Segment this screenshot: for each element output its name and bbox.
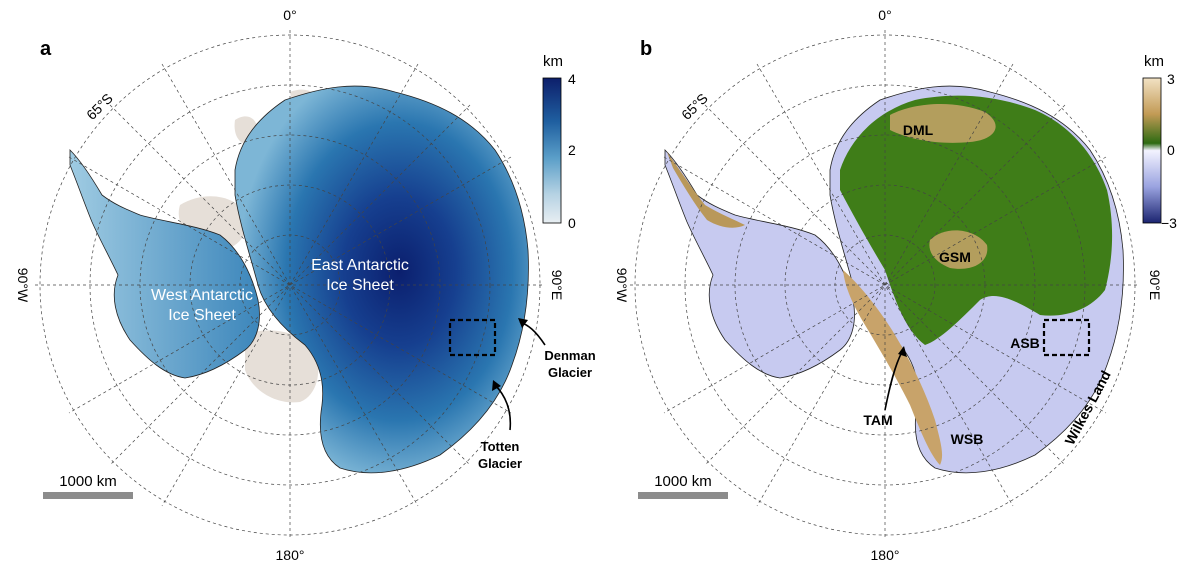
lon-left-label: 90°W [15,268,31,303]
panel-letter: b [640,38,652,60]
colorbar-tick-top: 4 [568,71,576,87]
colorbar-tick-bottom: 0 [568,215,576,231]
scale-bar [43,492,133,499]
denman-label-line2: Glacier [548,365,592,380]
lon-right-label: 90°E [1147,270,1163,301]
colorbar-unit: km [543,53,563,70]
colorbar-tick-mid: 2 [568,142,576,158]
lon-left-label: 90°W [614,268,630,303]
graticule [630,30,1140,540]
asb-basin [1015,315,1090,386]
lon-top-label: 0° [878,7,891,23]
colorbar-tick-bottom: −3 [1161,215,1177,231]
lon-top-label: 0° [283,7,296,23]
highland-green [840,95,1113,346]
panel-a-map: West Antarctic Ice Sheet East Antarctic … [15,7,596,563]
east-antarctic-ice [234,85,529,474]
highland-tan-gsm [929,230,988,269]
colorbar [1142,77,1162,224]
tam-arrowhead [898,346,907,357]
totten-arrowhead [492,380,501,391]
asb-label: ASB [1010,335,1040,351]
panel-letter: a [40,38,52,60]
west-antarctic-label-line2: Ice Sheet [168,307,236,324]
colorbar-tick-top: 3 [1167,71,1175,87]
highland-tan-dml [890,104,996,143]
gsm-label: GSM [939,249,971,265]
denman-label-line1: Denman [544,348,595,363]
scale-bar [638,492,728,499]
transantarctic-mountains [843,270,943,465]
panel-b-map: DML GSM ASB WSB Wilkes Land TAM b 0° 180… [614,7,1177,563]
denman-arrowhead [518,318,528,328]
totten-label-line1: Totten [481,439,520,454]
east-antarctic-label-line1: East Antarctic [311,257,409,274]
scale-bar-label: 1000 km [654,473,712,490]
lon-bottom-label: 180° [871,547,900,563]
colorbar-unit: km [1144,53,1164,70]
panel-a: West Antarctic Ice Sheet East Antarctic … [15,7,596,563]
scale-bar-label: 1000 km [59,473,117,490]
west-antarctic-ice [69,149,260,379]
tam-arrow [884,351,903,411]
totten-label-line2: Glacier [478,456,522,471]
panel-b: DML GSM ASB WSB Wilkes Land TAM b 0° 180… [595,0,1195,570]
colorbar [542,77,562,224]
east-antarctic-label-line2: Ice Sheet [326,277,394,294]
tam-label: TAM [863,412,892,428]
peninsula-highland [667,152,745,228]
graticule [35,30,545,540]
colorbar-tick-mid: 0 [1167,142,1175,158]
lon-bottom-label: 180° [276,547,305,563]
wsb-label: WSB [951,431,984,447]
west-antarctic-label-line1: West Antarctic [151,287,253,304]
lon-right-label: 90°E [549,270,565,301]
west-bed-below-sea [664,149,855,379]
dml-label: DML [903,122,934,138]
